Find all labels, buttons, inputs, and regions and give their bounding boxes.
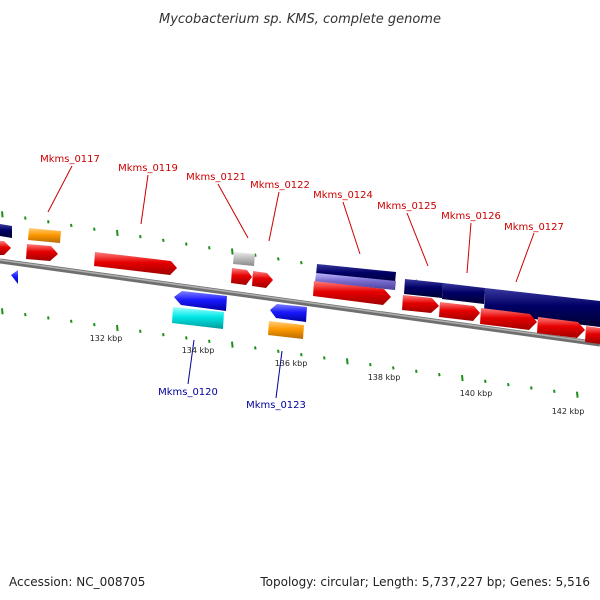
inner-ring-tick [323, 356, 326, 360]
outer-ring-tick [208, 246, 211, 250]
cds-forward-0125[interactable] [402, 295, 439, 313]
inner-ring-tick [438, 372, 441, 377]
cds-forward-0122[interactable] [252, 271, 273, 288]
feature-navy-0124[interactable] [316, 264, 396, 283]
outer-ring-tick [70, 223, 73, 228]
scale-label-134-kbp: 134 kbp [182, 346, 215, 355]
scale-label-142-kbp: 142 kbp [552, 407, 585, 416]
cds-forward-0121[interactable] [231, 268, 252, 285]
feature-lavender-0124[interactable] [315, 273, 396, 290]
cds-forward-0117[interactable] [26, 244, 58, 261]
outer-ring-tick [1, 211, 4, 218]
genome-backbone [0, 258, 600, 347]
inner-ring-tick [208, 339, 211, 344]
inner-ring-tick [346, 358, 349, 365]
outer-ring-tick [254, 253, 257, 257]
inner-ring-tick [300, 352, 303, 357]
scale-label-140-kbp: 140 kbp [460, 389, 493, 398]
cds-forward-0119[interactable] [94, 252, 177, 275]
scale-label-138-kbp: 138 kbp [368, 373, 401, 382]
cds-reverse-partial-left[interactable] [11, 270, 18, 284]
cds-reverse-0123[interactable] [270, 304, 307, 322]
feature-navy-0125[interactable] [404, 279, 443, 298]
inner-ring-tick [231, 341, 234, 348]
gene-label-mkms-0117[interactable]: Mkms_0117 [40, 154, 100, 165]
gene-label-mkms-0127[interactable]: Mkms_0127 [504, 222, 564, 233]
cds-reverse-0120[interactable] [174, 291, 227, 311]
gene-label-mkms-0121[interactable]: Mkms_0121 [186, 172, 246, 183]
inner-ring-tick [553, 389, 556, 394]
gene-label-mkms-0120[interactable]: Mkms_0120 [158, 387, 218, 398]
gene-label-mkms-0123[interactable]: Mkms_0123 [246, 400, 306, 411]
cds-forward-0128[interactable] [537, 317, 585, 338]
feature-orange-0117[interactable] [28, 228, 61, 243]
gene-label-mkms-0126[interactable]: Mkms_0126 [441, 211, 501, 222]
genome-summary-text: Topology: circular; Length: 5,737,227 bp… [259, 575, 590, 589]
cds-forward-partial-left[interactable] [0, 241, 11, 255]
inner-ring-tick [254, 346, 257, 350]
feature-navy-partial-left[interactable] [0, 224, 12, 238]
outer-ring-tick [300, 260, 303, 265]
gene-labels-bottom [187, 339, 283, 399]
cds-forward-0124[interactable] [313, 281, 391, 305]
inner-ring-tick [415, 369, 418, 374]
inner-ring-tick [507, 382, 510, 387]
gene-label-mkms-0119[interactable]: Mkms_0119 [118, 163, 178, 174]
inner-ring-tick [24, 312, 27, 317]
outer-ring-tick [185, 242, 188, 246]
inner-ring-tick [576, 391, 579, 398]
cds-forward-partial-right[interactable] [585, 326, 600, 344]
inner-ring-tick [162, 332, 165, 337]
inner-ring-tick [392, 366, 395, 370]
outer-ring-tick [162, 238, 165, 243]
gene-label-mkms-0125[interactable]: Mkms_0125 [377, 201, 437, 212]
inner-ring-tick [139, 329, 142, 333]
outer-ring-tick [116, 229, 119, 237]
inner-tick-ring [1, 308, 579, 398]
feature-track-outer [0, 224, 600, 327]
inner-ring-tick [47, 316, 50, 320]
inner-ring-tick [277, 349, 280, 354]
outer-ring-tick [139, 234, 142, 239]
gene-label-mkms-0122[interactable]: Mkms_0122 [250, 180, 310, 191]
inner-ring-tick [369, 362, 372, 367]
feature-navy-0127[interactable] [484, 288, 600, 327]
feature-grey-0121[interactable] [233, 252, 255, 266]
cds-forward-0127[interactable] [480, 308, 537, 330]
forward-cds-track [0, 241, 600, 344]
outer-ring-tick [93, 227, 96, 231]
gene-label-mkms-0124[interactable]: Mkms_0124 [313, 190, 373, 201]
outer-ring-tick [47, 220, 50, 224]
outer-ring-tick [231, 248, 234, 255]
inner-ring-tick [1, 308, 4, 315]
inner-ring-tick [185, 336, 188, 340]
feature-navy-0126[interactable] [442, 283, 485, 304]
accession-text: Accession: NC_008705 [9, 575, 145, 589]
inner-ring-tick [530, 386, 533, 390]
feature-cyan-0120[interactable] [172, 307, 224, 329]
outer-ring-tick [277, 257, 280, 261]
inner-ring-tick [116, 324, 119, 332]
inner-ring-tick [461, 374, 464, 382]
inner-ring-tick [484, 379, 487, 384]
inner-ring-tick [70, 319, 73, 323]
feature-orange-0123[interactable] [268, 321, 304, 339]
gene-labels-top [47, 165, 535, 283]
outer-ring-tick [24, 216, 27, 220]
map-title: Mycobacterium sp. KMS, complete genome [159, 12, 441, 27]
cds-forward-0126[interactable] [439, 302, 480, 321]
reverse-cds-track [11, 270, 307, 339]
inner-ring-tick [93, 322, 96, 327]
scale-label-136-kbp: 136 kbp [275, 359, 308, 368]
scale-label-132-kbp: 132 kbp [90, 334, 123, 343]
